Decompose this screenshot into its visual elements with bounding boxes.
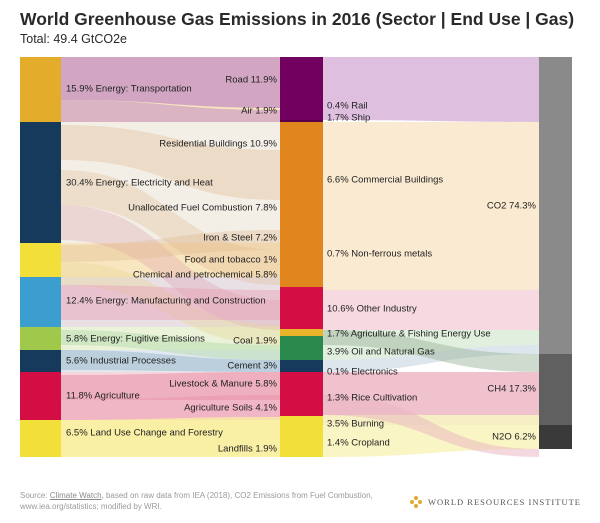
source-note: Source: Climate Watch, based on raw data… — [20, 490, 390, 512]
end-use-label-10-6-other-industry: 10.6% Other Industry — [327, 304, 417, 315]
subsector-flow — [61, 170, 280, 285]
end-use-node — [280, 122, 323, 287]
subsector-flow — [61, 262, 280, 345]
subsector-flow — [61, 205, 280, 330]
wri-logo-icon — [410, 496, 422, 508]
gas-label-ch4-17-3: CH4 17.3% — [487, 384, 536, 395]
subsector-flow — [61, 350, 280, 372]
subsector-flow — [61, 285, 280, 320]
subsector-flow — [61, 330, 280, 360]
end-use-node — [280, 120, 323, 122]
subsector-flow — [61, 437, 280, 457]
end-use-node — [280, 416, 323, 457]
end-use-label-6-6-commercial-buildings: 6.6% Commercial Buildings — [327, 175, 443, 186]
end-use-node — [280, 336, 323, 360]
sector-node-manufacturing — [20, 277, 61, 327]
sector-node-landuse — [20, 420, 61, 457]
subsector-label-iron-steel-7-2: Iron & Steel 7.2% — [203, 233, 277, 244]
subsector-label-chemical-and-petrochemical-5-8: Chemical and petrochemical 5.8% — [133, 270, 278, 281]
sankey-chart: 15.9% Energy: Transportation 30.4% Energy… — [20, 57, 572, 457]
sector-label-30-4-energy-electricity-and-heat: 30.4% Energy: Electricity and Heat — [66, 178, 213, 189]
subsector-label-cement-3: Cement 3% — [227, 361, 277, 372]
subsector-flow — [61, 100, 280, 122]
end-use-label-1-3-rice-cultivation: 1.3% Rice Cultivation — [327, 393, 417, 404]
end-use-node — [280, 287, 323, 329]
end-use-label-1-7-agriculture-fishing-energy-use: 1.7% Agriculture & Fishing Energy Use — [327, 329, 491, 340]
sector-label-6-5-land-use-change-and-forestry: 6.5% Land Use Change and Forestry — [66, 428, 223, 439]
sector-node-electricity — [20, 122, 61, 243]
sector-node-industrial — [20, 350, 61, 372]
subsector-label-road-11-9: Road 11.9% — [225, 75, 277, 86]
end-use-to-co2-flow — [323, 57, 539, 122]
gas-node-n2o — [539, 425, 572, 449]
subsector-label-residential-buildings-10-9: Residential Buildings 10.9% — [159, 139, 277, 150]
subsector-flow — [61, 230, 280, 262]
subsector-label-coal-1-9: Coal 1.9% — [233, 336, 277, 347]
sector-label-11-8-agriculture: 11.8% Agriculture — [66, 391, 140, 402]
subsector-flow — [61, 372, 280, 400]
subsector-label-unallocated-fuel-combustion-7-8: Unallocated Fuel Combustion 7.8% — [128, 203, 277, 214]
subsector-label-air-1-9: Air 1.9% — [241, 106, 277, 117]
wri-brand: WORLD RESOURCES INSTITUTE — [410, 496, 581, 508]
sector-flow-band — [61, 122, 280, 243]
sector-node-transport — [20, 57, 61, 122]
subsector-label-agriculture-soils-4-1: Agriculture Soils 4.1% — [184, 403, 277, 414]
subsector-flow — [61, 57, 280, 108]
sector-label-5-6-industrial-processes: 5.6% Industrial Processes — [66, 356, 176, 367]
end-use-label-3-9-oil-and-natural-gas: 3.9% Oil and Natural Gas — [327, 347, 435, 358]
sector-flow-band — [61, 243, 280, 277]
sector-flow-band — [61, 277, 280, 327]
end-use-label-0-1-electronics: 0.1% Electronics — [327, 367, 398, 378]
gas-label-n2o-6-2: N2O 6.2% — [492, 432, 536, 443]
label-layer: 15.9% Energy: Transportation 30.4% Energy… — [66, 75, 537, 455]
sector-label-15-9-energy-transportation: 15.9% Energy: Transportation — [66, 84, 192, 95]
subsector-flow — [61, 395, 280, 420]
gas-label-co2-74-3: CO2 74.3% — [487, 201, 537, 212]
flow-layer — [61, 57, 539, 457]
end-use-label-0-4-rail: 0.4% Rail — [327, 101, 368, 112]
end-use-node — [280, 360, 323, 372]
end-use-to-n2o-flow — [323, 395, 539, 457]
gas-node-ch4 — [539, 354, 572, 425]
end-use-label-3-5-burning: 3.5% Burning — [327, 419, 384, 430]
end-use-to-ch4-flow — [323, 330, 539, 372]
end-use-node — [280, 372, 323, 416]
end-use-label-1-7-ship: 1.7% Ship — [327, 113, 370, 124]
subsector-label-livestock-manure-5-8: Livestock & Manure 5.8% — [169, 379, 277, 390]
source-link[interactable]: Climate Watch — [49, 491, 102, 500]
sector-label-5-8-energy-fugitive-emissions: 5.8% Energy: Fugitive Emissions — [66, 334, 205, 345]
chart-subtitle: Total: 49.4 GtCO2e — [20, 32, 128, 46]
end-use-to-co2-flow — [323, 290, 539, 330]
subsector-flow — [61, 125, 280, 200]
end-use-label-0-7-non-ferrous-metals: 0.7% Non-ferrous metals — [327, 249, 432, 260]
end-use-to-co2-flow — [323, 122, 539, 290]
subsector-flow — [61, 417, 280, 440]
end-use-node — [280, 329, 323, 336]
source-prefix: Source: — [20, 491, 50, 500]
node-layer — [20, 57, 572, 457]
sector-node-agriculture — [20, 372, 61, 420]
subsector-label-food-and-tobacco-1: Food and tobacco 1% — [185, 255, 278, 266]
brand-name: WORLD RESOURCES INSTITUTE — [428, 497, 581, 507]
subsector-label-landfills-1-9: Landfills 1.9% — [218, 444, 278, 455]
end-use-node — [280, 57, 323, 120]
source-rest: , based on raw data from IEA (2018), CO2… — [20, 491, 373, 511]
end-use-label-1-4-cropland: 1.4% Cropland — [327, 438, 390, 449]
chart-title: World Greenhouse Gas Emissions in 2016 (… — [20, 9, 575, 29]
sector-label-12-4-energy-manufacturing-and-construction: 12.4% Energy: Manufacturing and Construc… — [66, 296, 266, 307]
sector-node-fugitive — [20, 327, 61, 350]
gas-node-co2 — [539, 57, 572, 354]
sector-node-electricity-yellow — [20, 243, 61, 277]
